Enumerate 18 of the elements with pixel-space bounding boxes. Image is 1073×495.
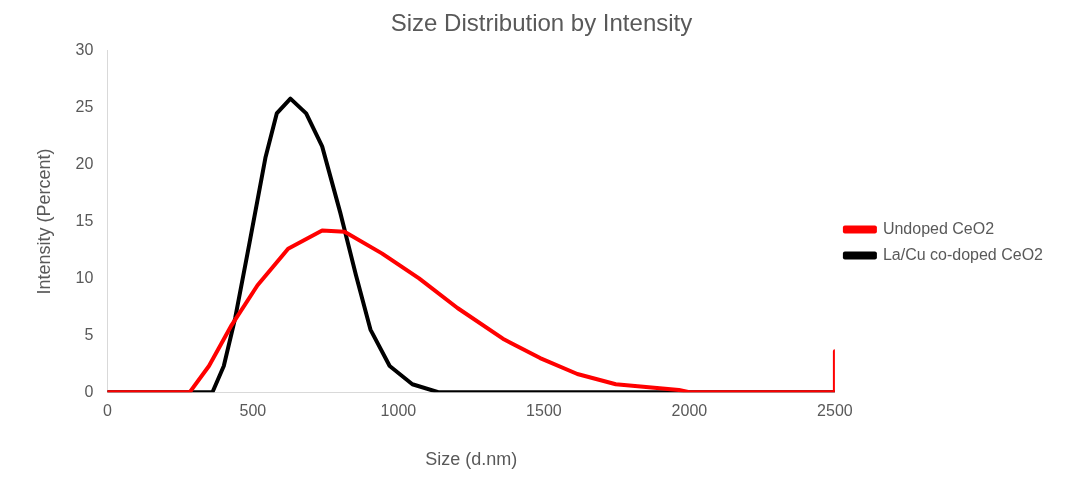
y-tick-label: 15 (75, 211, 94, 229)
y-axis-title: Intensity (Percent) (33, 148, 54, 295)
y-tick-label: 10 (75, 268, 94, 286)
x-tick-label: 0 (102, 402, 112, 420)
x-tick-label: 500 (239, 402, 267, 420)
legend-label: La/Cu co-doped CeO2 (882, 245, 1044, 263)
y-tick-label: 20 (75, 155, 94, 173)
x-tick-label: 1500 (526, 402, 562, 420)
y-tick-label: 25 (75, 98, 94, 116)
y-tick-label: 0 (84, 382, 94, 400)
x-tick-label: 1000 (380, 402, 417, 420)
x-tick-label: 2000 (671, 402, 708, 420)
y-tick-label: 5 (84, 325, 94, 343)
legend-label: Undoped CeO2 (882, 219, 995, 237)
chart-title: Size Distribution by Intensity (390, 9, 693, 37)
x-tick-label: 2500 (817, 402, 853, 420)
x-axis-title: Size (d.nm) (425, 449, 518, 470)
y-tick-label: 30 (75, 41, 94, 59)
